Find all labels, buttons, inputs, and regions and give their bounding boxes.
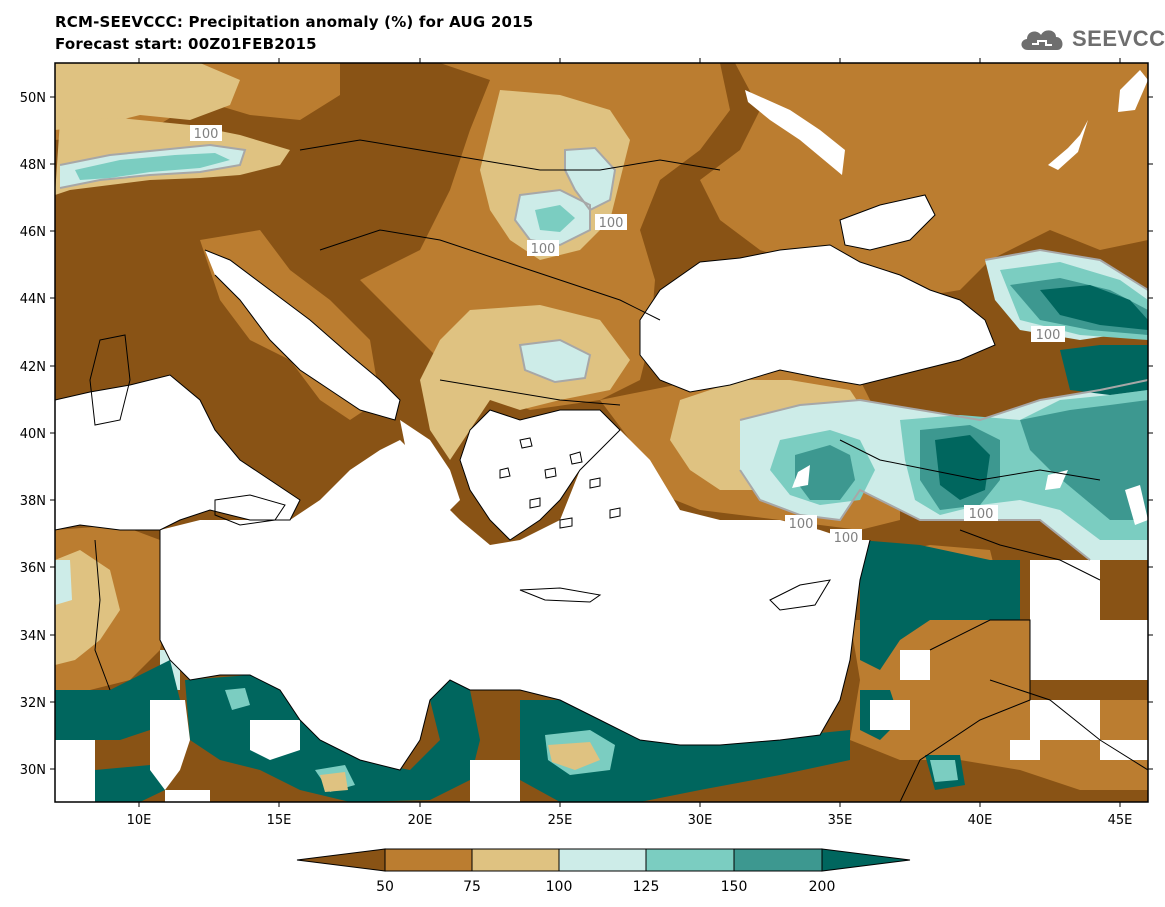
legend-label-75: 75: [463, 879, 481, 895]
contour-label: 100: [1031, 326, 1065, 343]
lat-label-44n: 44N: [20, 292, 46, 307]
lon-label-45e: 45E: [1108, 813, 1133, 828]
legend-swatch-125-150: [645, 848, 735, 872]
anomaly-above-200: [55, 285, 1148, 802]
color-legend: 50 75 100 125 150 200: [296, 848, 911, 895]
sea-mask: [55, 70, 1148, 802]
legend-label-100: 100: [546, 879, 573, 895]
svg-text:100: 100: [194, 127, 219, 142]
coastlines: [55, 139, 1148, 802]
anomaly-75-100: [55, 63, 1148, 665]
lat-label-42n: 42N: [20, 360, 46, 375]
logo-text: SEEVCCC: [1072, 26, 1165, 51]
svg-text:100: 100: [1036, 328, 1061, 343]
svg-text:100: 100: [531, 242, 556, 257]
svg-text:100: 100: [969, 507, 994, 522]
lat-label-36n: 36N: [20, 561, 46, 576]
seevccc-logo: SEEVCCC: [1018, 22, 1165, 56]
lon-label-10e: 10E: [127, 813, 152, 828]
contour-label: 100: [785, 515, 817, 532]
legend-swatch-100-125: [558, 848, 647, 872]
lat-label-50n: 50N: [20, 91, 46, 106]
lon-label-20e: 20E: [408, 813, 433, 828]
aegean-islands: [499, 437, 621, 529]
anomaly-75-100-africa: [320, 742, 600, 792]
legend-swatch-150-200: [733, 848, 823, 872]
legend-swatch-50-75: [384, 848, 473, 872]
cloud-icon: [1021, 30, 1063, 50]
lat-label-46n: 46N: [20, 225, 46, 240]
legend-label-200: 200: [809, 879, 836, 895]
lat-label-38n: 38N: [20, 494, 46, 509]
lon-label-30e: 30E: [688, 813, 713, 828]
forecast-start-subtitle: Forecast start: 00Z01FEB2015: [55, 35, 317, 53]
legend-label-125: 125: [633, 879, 660, 895]
svg-text:100: 100: [789, 517, 814, 532]
legend-swatch-75-100: [471, 848, 560, 872]
svg-text:100: 100: [599, 216, 624, 231]
legend-label-50: 50: [376, 879, 394, 895]
longitude-axis: 10E 15E 20E 25E 30E 35E 40E 45E: [127, 58, 1133, 828]
lat-label-34n: 34N: [20, 629, 46, 644]
contour-label: 100: [830, 529, 862, 546]
latitude-axis: 50N 48N 46N 44N 42N 40N 38N 36N 34N 32N …: [20, 91, 1153, 778]
lon-label-40e: 40E: [968, 813, 993, 828]
lat-label-40n: 40N: [20, 427, 46, 442]
contour-label: 100: [527, 240, 559, 257]
contour-label: 100: [190, 125, 222, 142]
lon-label-15e: 15E: [267, 813, 292, 828]
legend-label-150: 150: [721, 879, 748, 895]
contour-labels: 100 100 100 100 100 100 100: [190, 125, 1065, 546]
lon-label-25e: 25E: [548, 813, 573, 828]
svg-text:100: 100: [834, 531, 859, 546]
contour-label: 100: [964, 505, 998, 522]
lat-label-48n: 48N: [20, 158, 46, 173]
contour-100: [59, 143, 1148, 561]
lat-label-32n: 32N: [20, 696, 46, 711]
lon-label-35e: 35E: [828, 813, 853, 828]
lat-label-30n: 30N: [20, 763, 46, 778]
contour-label: 100: [595, 214, 627, 231]
legend-swatch-below-50: [296, 848, 386, 872]
map-field: [55, 63, 1148, 802]
legend-swatch-above-200: [821, 848, 911, 872]
map-title: RCM-SEEVCCC: Precipitation anomaly (%) f…: [55, 13, 534, 31]
